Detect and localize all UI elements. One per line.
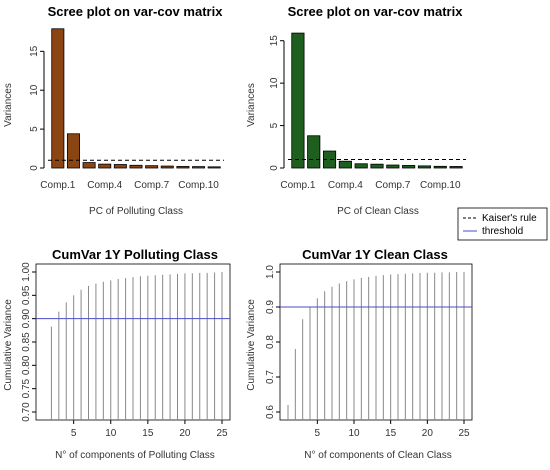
x-tick-label-polluting-cumvar: 10 [105,428,117,439]
bar-polluting-scree [160,165,174,169]
legend: Kaiser's rule threshold [457,207,548,241]
y-tick-label-clean-cumvar: 0.7 [265,370,276,384]
x-tick-label-polluting-cumvar: 25 [216,428,228,439]
y-tick-label-polluting-scree: 10 [29,84,40,96]
x-axis-label-clean-scree: PC of Clean Class [337,206,419,217]
y-tick-label-clean-cumvar: 0.6 [265,405,276,419]
bar-clean-scree [354,163,368,169]
bar-clean-scree [307,135,321,169]
chart-title-polluting-cumvar: CumVar 1Y Polluting Class [52,247,218,262]
bar-polluting-scree [98,163,112,169]
y-tick-label-polluting-scree: 15 [29,45,40,57]
y-tick-label-polluting-scree: 0 [29,165,40,171]
bar-polluting-scree [51,28,65,169]
bar-polluting-scree [207,166,221,169]
bar-polluting-scree [145,165,159,169]
x-tick-label-polluting-cumvar: 15 [142,428,154,439]
bar-polluting-scree [192,166,206,169]
bar-clean-scree [402,165,416,169]
x-axis-label-clean-cumvar: N° of components of Clean Class [304,450,451,461]
bar-clean-scree [417,165,432,169]
x-tick-label-clean-cumvar: 15 [385,428,397,439]
x-tick-label-clean-scree: Comp.4 [328,180,363,191]
y-axis-label-polluting-cumvar: Cumulative Variance [3,299,14,391]
y-tick-label-clean-scree: 15 [269,35,280,47]
y-tick-label-clean-scree: 0 [269,165,280,171]
y-tick-label-polluting-cumvar: 0.80 [21,355,32,375]
bar-clean-scree [386,164,400,169]
bar-clean-scree [370,163,384,169]
bar-polluting-scree [129,164,143,169]
y-tick-label-polluting-scree: 5 [29,126,40,132]
legend-threshold-label: threshold [482,226,523,237]
x-tick-label-clean-scree: Comp.10 [420,180,461,191]
x-tick-label-clean-cumvar: 5 [315,428,321,439]
x-tick-label-clean-scree: Comp.1 [280,180,315,191]
bar-polluting-scree [113,164,127,169]
chart-title-clean-cumvar: CumVar 1Y Clean Class [302,247,448,262]
y-tick-label-polluting-cumvar: 0.95 [21,285,32,305]
x-tick-label-polluting-scree: Comp.7 [134,180,169,191]
y-tick-label-clean-cumvar: 1.0 [265,265,276,279]
legend-box [457,207,548,241]
y-tick-label-polluting-cumvar: 0.70 [21,402,32,422]
x-tick-label-clean-cumvar: 25 [458,428,470,439]
x-tick-label-polluting-cumvar: 5 [71,428,77,439]
y-tick-label-polluting-cumvar: 0.75 [21,378,32,398]
bar-clean-scree [449,166,463,169]
y-tick-label-clean-scree: 10 [269,77,280,89]
x-axis-label-polluting-cumvar: N° of components of Polluting Class [55,450,215,461]
y-axis-label-clean-scree: Variances [246,83,257,127]
bar-polluting-scree [66,133,80,169]
legend-kaiser-label: Kaiser's rule [482,213,537,224]
x-tick-label-polluting-scree: Comp.10 [178,180,219,191]
y-tick-label-clean-scree: 5 [269,122,280,128]
x-tick-label-clean-cumvar: 20 [422,428,434,439]
x-tick-label-polluting-scree: Comp.4 [87,180,122,191]
x-tick-label-clean-cumvar: 10 [348,428,360,439]
chart-title-clean-scree: Scree plot on var-cov matrix [288,4,464,19]
y-tick-label-polluting-cumvar: 0.85 [21,332,32,352]
x-axis-label-polluting-scree: PC of Polluting Class [89,206,183,217]
x-tick-label-clean-scree: Comp.7 [375,180,410,191]
y-axis-label-clean-cumvar: Cumulative Variance [246,299,257,391]
plot-layer: 0 5 10 15 Comp.1 Comp.4 Comp.7 Comp.10 0 5 10 15 Com… [21,28,473,439]
y-axis-label-polluting-scree: Variances [3,83,14,127]
bar-clean-scree [291,32,305,169]
y-tick-label-polluting-cumvar: 1.00 [21,262,32,282]
bar-polluting-scree [176,166,190,169]
x-tick-label-polluting-cumvar: 20 [179,428,191,439]
chart-title-polluting-scree: Scree plot on var-cov matrix [48,4,224,19]
y-tick-label-clean-cumvar: 0.9 [265,300,276,314]
y-tick-label-clean-cumvar: 0.8 [265,335,276,349]
bar-polluting-scree [82,162,96,169]
y-tick-label-polluting-cumvar: 0.90 [21,308,32,328]
x-tick-label-polluting-scree: Comp.1 [40,180,75,191]
bar-clean-scree [433,165,447,169]
bar-clean-scree [338,160,352,169]
